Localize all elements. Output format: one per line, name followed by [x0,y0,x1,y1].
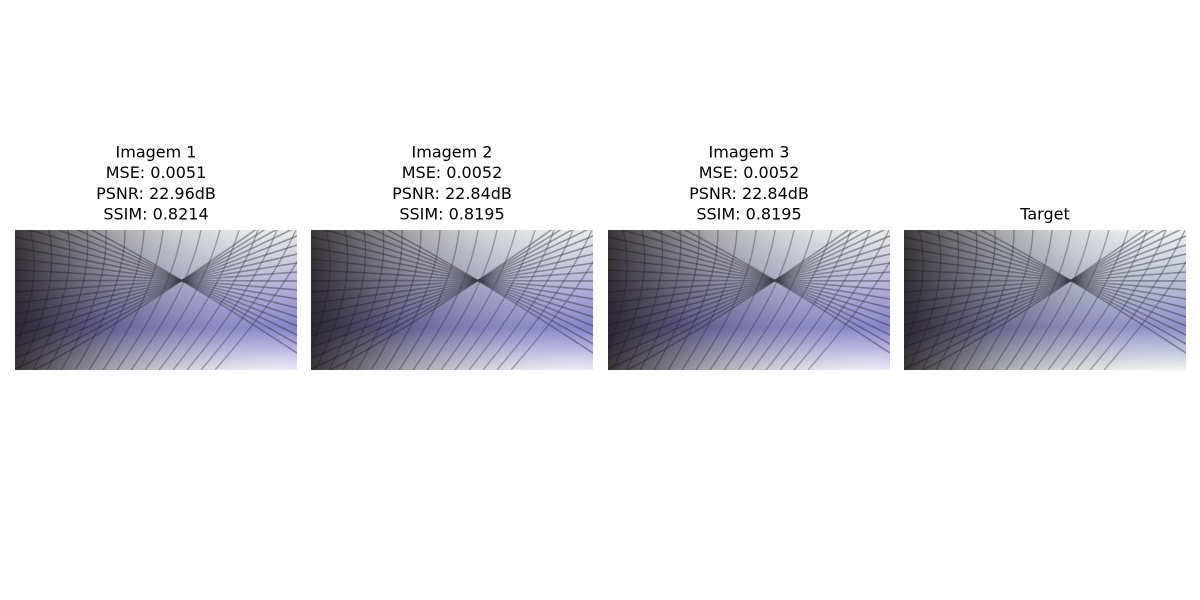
panel-title-line: MSE: 0.0051 [106,163,207,182]
image-panel [5,193,315,380]
panel-title-line: MSE: 0.0052 [402,163,503,182]
image-shade [15,230,297,370]
panel-title-line: SSIM: 0.8195 [696,205,801,224]
panel-title-line: Imagem 2 [412,142,493,161]
image-shade [904,230,1186,370]
image-panel [301,193,611,380]
image-panel [894,193,1200,380]
panel-title-line: MSE: 0.0052 [699,163,800,182]
image-panel [598,193,908,380]
panel-title-line: SSIM: 0.8195 [399,205,504,224]
panel-title-line: Imagem 3 [709,142,790,161]
panel-title-line: PSNR: 22.84dB [689,184,809,203]
image-shade [608,230,890,370]
panel-title-line: SSIM: 0.8214 [103,205,208,224]
panel-title-line: Imagem 1 [116,142,197,161]
panel-title-line: Target [1019,205,1070,224]
panel-title-line: PSNR: 22.96dB [96,184,216,203]
panel-title-line: PSNR: 22.84dB [392,184,512,203]
image-shade [311,230,593,370]
